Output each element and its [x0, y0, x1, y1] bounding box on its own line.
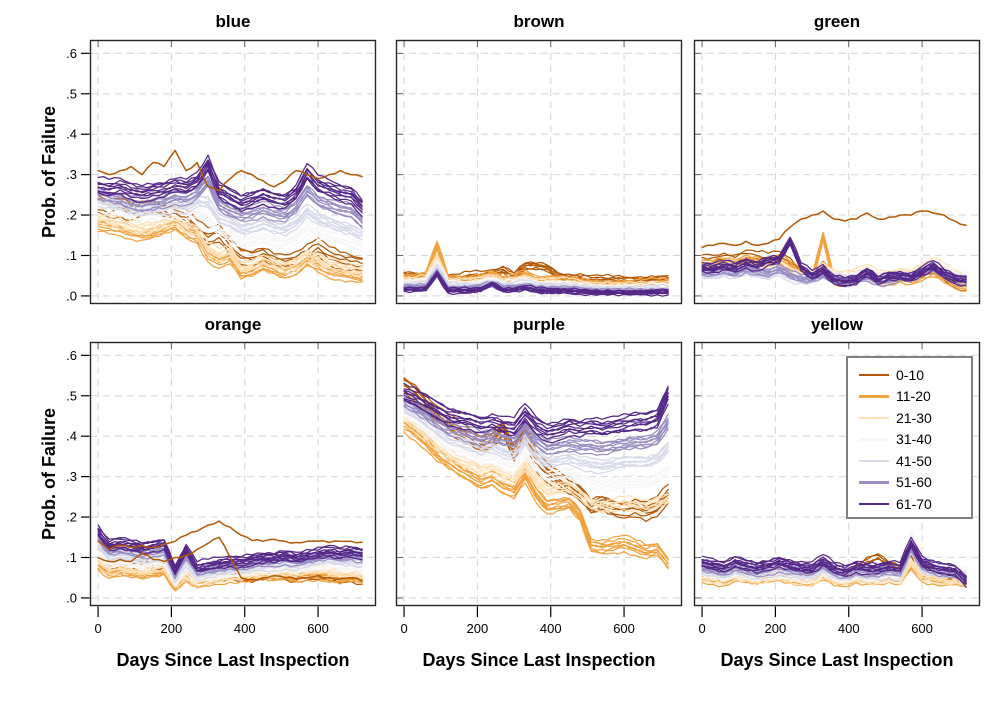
- y-axis-title-row1: Prob. of Failure: [39, 106, 59, 239]
- svg-text:0: 0: [698, 621, 705, 636]
- svg-text:.1: .1: [66, 248, 77, 263]
- svg-text:400: 400: [838, 621, 860, 636]
- legend-line-swatch: [859, 438, 889, 441]
- legend-label: 61-70: [896, 495, 932, 512]
- svg-text:.3: .3: [66, 167, 77, 182]
- svg-text:.4: .4: [66, 127, 77, 142]
- svg-text:600: 600: [307, 621, 329, 636]
- legend-label: 21-30: [896, 409, 932, 426]
- svg-text:.6: .6: [66, 46, 77, 61]
- svg-text:200: 200: [765, 621, 787, 636]
- svg-text:.5: .5: [66, 388, 77, 403]
- svg-text:.2: .2: [66, 510, 77, 525]
- panel-title-blue: blue: [215, 12, 251, 31]
- legend-label: 31-40: [896, 431, 932, 448]
- svg-text:200: 200: [467, 621, 489, 636]
- svg-text:0: 0: [400, 621, 407, 636]
- legend-line-swatch: [859, 459, 889, 462]
- legend-entry: 31-40: [848, 429, 971, 451]
- legend-line-swatch: [859, 502, 889, 505]
- x-axis-title-col2: Days Since Last Inspection: [422, 650, 656, 670]
- panel-title-orange: orange: [204, 315, 262, 334]
- svg-text:.6: .6: [66, 348, 77, 363]
- svg-text:.4: .4: [66, 429, 77, 444]
- x-axis-title-col3: Days Since Last Inspection: [720, 650, 954, 670]
- svg-text:400: 400: [234, 621, 256, 636]
- legend-entry: 61-70: [848, 493, 971, 515]
- legend-label: 0-10: [896, 366, 925, 383]
- legend-line-swatch: [859, 416, 889, 419]
- legend-line-swatch: [859, 373, 889, 376]
- svg-text:.1: .1: [66, 550, 77, 565]
- legend-entry: 51-60: [848, 472, 971, 494]
- legend-entry: 11-20: [848, 386, 971, 408]
- legend-label: 11-20: [896, 388, 931, 405]
- svg-text:.0: .0: [66, 288, 77, 303]
- legend: 0-10 11-20 21-30 31-40 41-50 51-60 61-70: [846, 356, 973, 519]
- y-axis-title-row2: Prob. of Failure: [39, 408, 59, 541]
- svg-text:400: 400: [540, 621, 562, 636]
- svg-text:.0: .0: [66, 590, 77, 605]
- legend-label: 41-50: [896, 452, 932, 469]
- panel-title-purple: purple: [513, 315, 565, 334]
- svg-text:.2: .2: [66, 208, 77, 223]
- legend-entry: 21-30: [848, 407, 971, 429]
- panel-title-yellow: yellow: [811, 315, 863, 334]
- legend-entry: 41-50: [848, 450, 971, 472]
- svg-text:600: 600: [911, 621, 933, 636]
- svg-text:600: 600: [613, 621, 635, 636]
- legend-entry: 0-10: [848, 364, 971, 386]
- svg-text:.5: .5: [66, 86, 77, 101]
- panel-title-green: green: [813, 12, 861, 31]
- legend-line-swatch: [859, 395, 889, 398]
- legend-label: 51-60: [896, 474, 932, 491]
- svg-text:.3: .3: [66, 469, 77, 484]
- svg-text:0: 0: [94, 621, 101, 636]
- legend-line-swatch: [859, 481, 889, 484]
- svg-text:200: 200: [161, 621, 183, 636]
- panel-title-brown: brown: [513, 12, 565, 31]
- x-axis-title-col1: Days Since Last Inspection: [116, 650, 350, 670]
